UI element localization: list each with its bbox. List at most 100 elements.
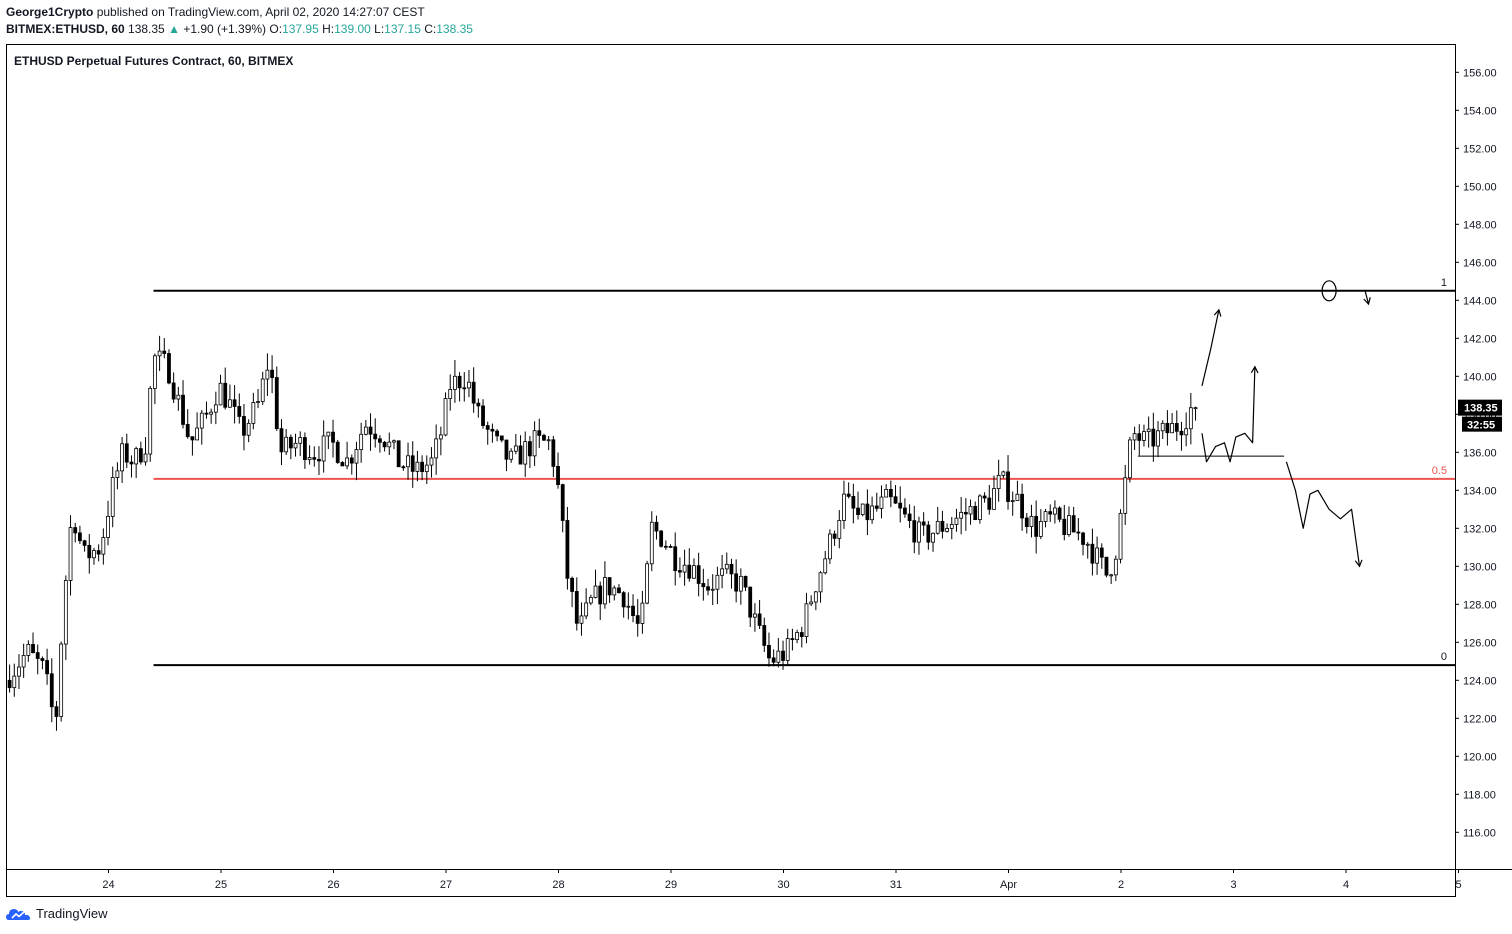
candle-down: [1034, 515, 1039, 537]
candle-up: [603, 577, 607, 605]
price-axis[interactable]: 156.00 154.00 152.00 150.00 148.00 146.00 144.…: [1455, 67, 1497, 839]
candle-down: [1076, 531, 1081, 534]
candle-up: [1142, 431, 1146, 441]
candle-up: [795, 632, 799, 641]
price-tick-label: 122.00: [1463, 713, 1497, 725]
candle-down: [987, 497, 992, 510]
candle-down: [678, 570, 682, 573]
price-change: +1.90 (+1.39%): [183, 22, 267, 36]
candle-down: [528, 441, 532, 457]
candle-down: [888, 488, 893, 498]
candle-down: [237, 406, 242, 417]
high-label: H:: [322, 22, 335, 36]
up-arrow-icon: ▲: [168, 22, 180, 36]
candle-down: [907, 513, 912, 522]
time-tick-label: 24: [102, 879, 114, 891]
candle-up: [645, 563, 649, 604]
candle-up: [823, 558, 828, 574]
price-tick-label: 116.00: [1463, 827, 1496, 839]
candle-down: [138, 448, 143, 463]
candle-up: [392, 440, 396, 443]
candle-down: [185, 424, 190, 438]
candle-up: [429, 457, 434, 466]
candle-up: [1156, 430, 1160, 447]
price-tick-label: 128.00: [1463, 599, 1497, 611]
candle-up: [1029, 515, 1034, 527]
candle-down: [1062, 518, 1067, 535]
candle-down: [331, 431, 335, 443]
candle-up: [1067, 515, 1071, 535]
time-tick-label: Apr: [1000, 879, 1017, 891]
time-tick-label: 31: [890, 879, 902, 891]
candle-down: [621, 592, 626, 608]
candle-up: [978, 495, 982, 521]
candle-up: [110, 477, 115, 517]
candle-up: [157, 350, 162, 357]
candle-down: [687, 564, 692, 579]
candle-up: [1085, 543, 1090, 546]
candle-up: [1113, 558, 1118, 576]
candle-up: [256, 401, 260, 403]
candle-down: [542, 435, 546, 441]
freehand-arrow: [1364, 290, 1370, 305]
candle-down: [232, 399, 237, 407]
candle-up: [1043, 511, 1048, 522]
candle-down: [926, 524, 931, 543]
time-tick-label: 30: [777, 879, 789, 891]
candle-down: [518, 445, 523, 465]
candle-down: [851, 495, 856, 509]
candle-down: [940, 520, 945, 532]
time-axis[interactable]: 24 25 26 27 28 29 30 31 Apr 2 3 4 5: [102, 869, 1462, 891]
candle-up: [945, 528, 949, 532]
price-tick-label: 140.00: [1463, 371, 1497, 383]
candle-up: [649, 521, 654, 565]
candle-up: [1123, 477, 1128, 514]
candle-down: [87, 544, 92, 559]
candle-down: [490, 428, 495, 432]
candle-down: [799, 632, 804, 638]
candle-up: [63, 580, 68, 645]
candle-up: [115, 470, 120, 478]
candle-up: [612, 587, 617, 596]
candle-up: [1001, 471, 1006, 476]
candle-up: [720, 568, 724, 576]
candle-down: [1151, 428, 1156, 447]
candle-down: [903, 507, 907, 515]
candle-down: [129, 461, 134, 465]
candle-up: [1188, 407, 1193, 430]
candle-down: [223, 382, 228, 408]
candle-up: [246, 422, 251, 436]
candle-up: [996, 474, 1001, 489]
publish-info: George1Crypto published on TradingView.c…: [6, 5, 425, 19]
candle-up: [715, 574, 720, 590]
candle-down: [382, 441, 387, 448]
candle-down: [7, 679, 12, 689]
candle-down: [1048, 511, 1053, 515]
candle-down: [617, 587, 621, 594]
candle-up: [532, 430, 537, 457]
candle-up: [1132, 433, 1137, 441]
fib-level-label: 0.5: [1432, 465, 1447, 477]
candle-down: [303, 437, 307, 461]
candle-up: [448, 389, 453, 399]
candle-up: [710, 588, 715, 591]
price-tick-label: 144.00: [1463, 295, 1497, 307]
tradingview-logo[interactable]: TradingView: [6, 906, 108, 921]
candle-up: [1146, 428, 1151, 432]
candle-up: [68, 527, 73, 581]
candle-down: [462, 387, 467, 390]
author-name[interactable]: George1Crypto: [6, 5, 94, 19]
candle-down: [846, 493, 851, 497]
candle-down: [35, 652, 40, 659]
candle-down: [912, 520, 917, 543]
candle-down: [31, 644, 35, 654]
candle-down: [1137, 433, 1142, 441]
candle-down: [124, 443, 129, 463]
chart-border: [6, 44, 1456, 897]
candle-up: [17, 666, 21, 677]
price-tick-label: 124.00: [1463, 675, 1497, 687]
last-price: 138.35: [128, 22, 165, 36]
candle-down: [556, 465, 560, 485]
candle-down: [598, 585, 603, 605]
